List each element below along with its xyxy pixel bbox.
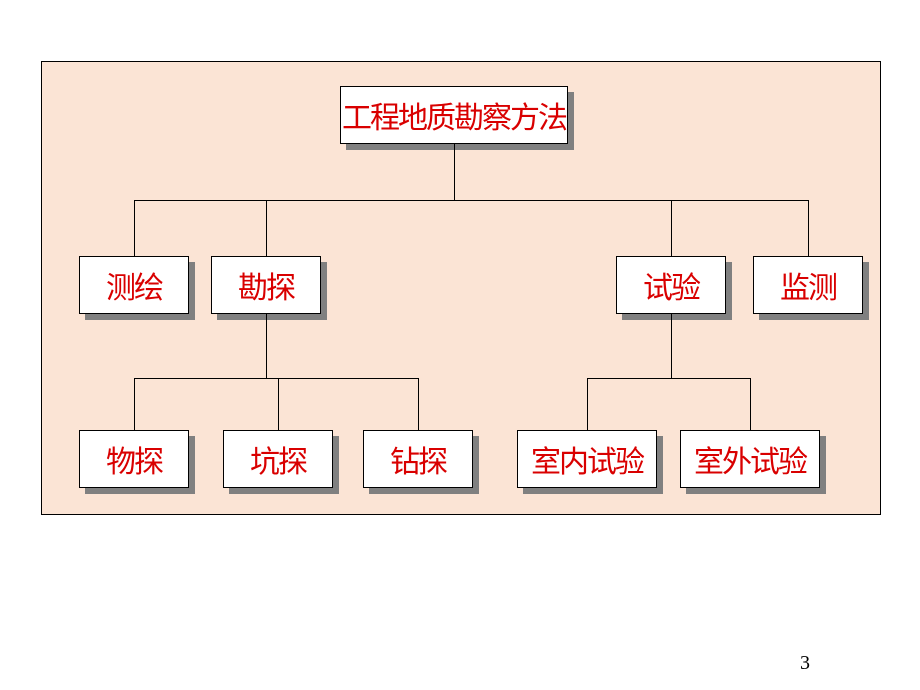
connector-line	[750, 378, 751, 431]
node-shiyan-label: 试验	[643, 263, 699, 307]
page-number: 3	[800, 652, 810, 675]
node-shiyan: 试验	[616, 256, 726, 314]
connector-line	[134, 200, 135, 257]
node-shinei-label: 室内试验	[531, 437, 643, 481]
node-kantan-label: 勘探	[238, 263, 294, 307]
node-wutan-label: 物探	[106, 437, 162, 481]
node-jiance: 监测	[753, 256, 863, 314]
node-kantan: 勘探	[211, 256, 321, 314]
node-shiwai: 室外试验	[680, 430, 820, 488]
node-kengtan: 坑探	[223, 430, 333, 488]
node-root: 工程地质勘察方法	[340, 86, 568, 144]
connector-line	[134, 200, 809, 201]
node-shiwai-label: 室外试验	[694, 437, 806, 481]
connector-line	[134, 378, 135, 431]
node-shinei: 室内试验	[517, 430, 657, 488]
connector-line	[266, 314, 267, 379]
node-cehui: 测绘	[79, 256, 189, 314]
connector-line	[671, 200, 672, 257]
node-root-label: 工程地质勘察方法	[342, 93, 566, 137]
connector-line	[587, 378, 588, 431]
node-cehui-label: 测绘	[106, 263, 162, 307]
node-zuantan-label: 钻探	[390, 437, 446, 481]
connector-line	[454, 144, 455, 201]
connector-line	[278, 378, 279, 431]
connector-line	[587, 378, 751, 379]
node-wutan: 物探	[79, 430, 189, 488]
node-zuantan: 钻探	[363, 430, 473, 488]
connector-line	[808, 200, 809, 257]
connector-line	[266, 200, 267, 257]
connector-line	[671, 314, 672, 379]
node-kengtan-label: 坑探	[250, 437, 306, 481]
connector-line	[134, 378, 419, 379]
connector-line	[418, 378, 419, 431]
node-jiance-label: 监测	[780, 263, 836, 307]
